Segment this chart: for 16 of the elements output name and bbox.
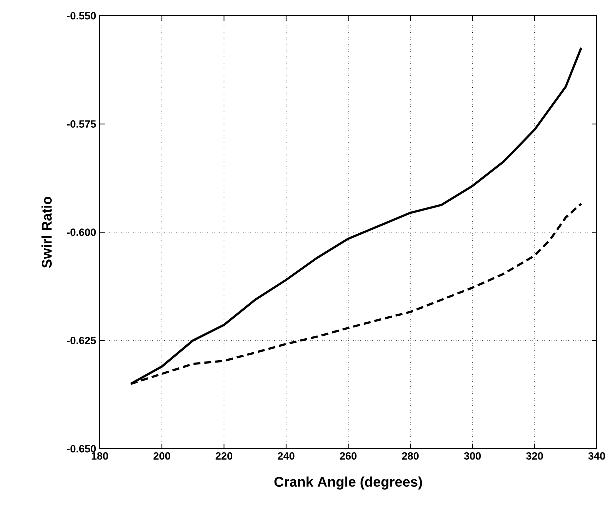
y-axis-title: Swirl Ratio: [42, 197, 52, 268]
x-axis-title: Crank Angle (degrees): [274, 476, 422, 490]
y-tick-label: -0.600: [67, 228, 96, 236]
x-tick-label: 200: [154, 452, 170, 460]
x-tick-label: 260: [340, 452, 357, 460]
x-tick-label: 300: [464, 452, 482, 460]
y-tick-label: -0.625: [67, 337, 96, 344]
y-tick-label: -0.650: [67, 445, 96, 453]
x-tick-label: 340: [588, 452, 606, 460]
x-tick-label: 180: [92, 452, 108, 460]
y-tick-label: -0.575: [67, 120, 96, 128]
x-tick-label: 320: [526, 452, 544, 460]
x-tick-label: 240: [278, 452, 295, 460]
x-tick-label: 280: [402, 452, 419, 460]
y-tick-label: -0.550: [67, 12, 96, 20]
x-tick-label: 220: [216, 452, 233, 460]
